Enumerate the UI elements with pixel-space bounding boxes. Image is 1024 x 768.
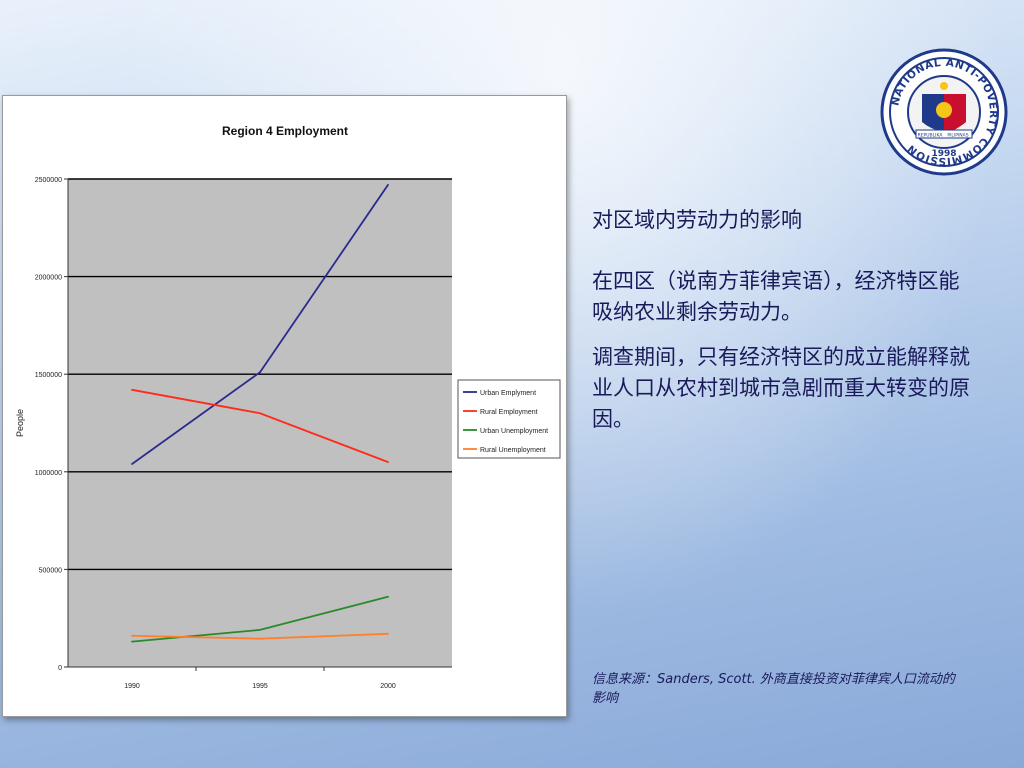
- legend-box: [457, 379, 561, 459]
- y-tick-label: 1000000: [35, 470, 62, 477]
- data-point: [387, 595, 389, 598]
- legend-label: Urban Unemployment: [480, 428, 548, 435]
- x-tick-labels: 1990 1995 2000: [124, 667, 396, 690]
- legend: Urban Emplyment Rural Employment Urban Une…: [463, 390, 548, 454]
- data-point: [131, 388, 133, 391]
- y-tick-label: 500000: [39, 567, 62, 574]
- data-point: [387, 461, 389, 463]
- data-point: [387, 632, 389, 635]
- slide-paragraph-2: 调查期间，只有经济特区的成立能解释就业人口从农村到城市急剧而重大转变的原因。: [592, 345, 970, 431]
- source-citation: 信息来源：Sanders, Scott. 外商直接投资对菲律宾人口流动的影响: [592, 672, 955, 706]
- x-tick-label: 1990: [124, 683, 140, 690]
- y-tick-label: 1500000: [35, 372, 62, 379]
- y-tick-label: 0: [58, 665, 62, 672]
- plot-area: [68, 179, 452, 667]
- data-point: [387, 183, 389, 186]
- line-chart: 0 500000 1000000 1500000 2000000 2500000 1990…: [2, 95, 567, 717]
- y-tick-label: 2500000: [35, 177, 62, 184]
- slide-text-panel: 对区域内劳动力的影响 在四区（说南方菲律宾语），经济特区能吸纳农业剩余劳动力。 …: [592, 204, 972, 449]
- y-tick-label: 2000000: [35, 275, 62, 282]
- gridlines: [68, 178, 452, 571]
- y-tick-labels: 0 500000 1000000 1500000 2000000 2500000: [35, 177, 68, 672]
- logo-ribbon-left: REPUBLIKA: [918, 133, 944, 139]
- sun-icon: [940, 82, 948, 90]
- slide-heading: 对区域内劳动力的影响: [592, 208, 802, 232]
- data-point: [259, 371, 261, 374]
- logo-year: 1998: [931, 149, 956, 159]
- data-point: [131, 634, 133, 637]
- data-point: [259, 637, 261, 640]
- data-point: [259, 629, 261, 631]
- legend-label: Rural Employment: [480, 409, 538, 416]
- legend-label: Urban Emplyment: [480, 390, 536, 397]
- chart-title: Region 4 Employment: [222, 124, 348, 138]
- data-point: [131, 640, 133, 643]
- data-point: [131, 463, 133, 465]
- x-tick-label: 2000: [380, 683, 396, 690]
- napc-seal-logo: NATIONAL ANTI-POVERTY COMMISSION REPUBLI…: [880, 48, 1008, 176]
- logo-ribbon-right: PILIPINAS: [947, 133, 968, 139]
- y-axis-label: People: [15, 409, 25, 437]
- legend-label: Rural Unemployment: [480, 447, 546, 454]
- data-point: [259, 412, 261, 415]
- x-tick-label: 1995: [252, 683, 268, 690]
- slide-paragraph-1: 在四区（说南方菲律宾语），经济特区能吸纳农业剩余劳动力。: [592, 269, 960, 324]
- series-lines: [131, 183, 389, 643]
- chart-canvas: 0 500000 1000000 1500000 2000000 2500000 1990…: [15, 124, 561, 690]
